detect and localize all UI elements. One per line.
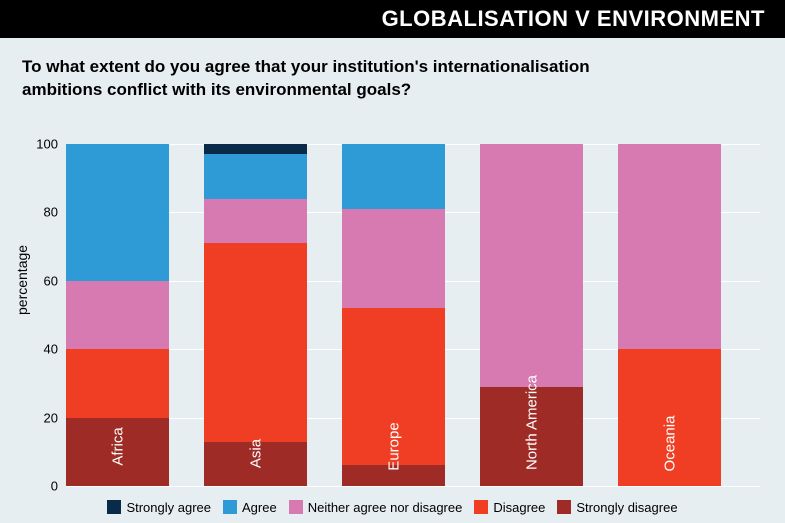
gridline [66,486,760,487]
segment-neither [66,281,169,349]
bar: Asia [204,144,307,486]
legend-item-neither: Neither agree nor disagree [289,500,463,515]
bar: North America [480,144,583,486]
chart-area: To what extent do you agree that your in… [0,38,785,523]
chart-container: GLOBALISATION V ENVIRONMENT To what exte… [0,0,785,523]
chart-subtitle: To what extent do you agree that your in… [0,38,785,108]
legend-item-agree: Agree [223,500,277,515]
plot-area: 020406080100AfricaAsiaEuropeNorth Americ… [66,144,760,486]
ytick-label: 20 [44,410,58,425]
ytick-label: 40 [44,342,58,357]
legend-item-strongly_agree: Strongly agree [107,500,211,515]
ytick-label: 0 [51,479,58,494]
legend-swatch [474,500,488,514]
bar-label: Asia [247,439,264,468]
ytick-label: 100 [36,137,58,152]
legend-label: Strongly agree [126,500,211,515]
subtitle-line2: ambitions conflict with its environmenta… [22,80,411,99]
legend-swatch [223,500,237,514]
segment-agree [342,144,445,209]
bar: Africa [66,144,169,486]
bar-label: Oceania [661,415,678,471]
legend-item-strongly_disagree: Strongly disagree [557,500,677,515]
bar-label: North America [523,374,540,469]
segment-disagree [66,349,169,417]
legend-swatch [557,500,571,514]
segment-agree [66,144,169,281]
bar-label: Europe [385,422,402,470]
ytick-label: 60 [44,273,58,288]
subtitle-line1: To what extent do you agree that your in… [22,57,590,76]
legend-label: Agree [242,500,277,515]
legend-swatch [107,500,121,514]
segment-agree [204,154,307,198]
bar: Europe [342,144,445,486]
header-title: GLOBALISATION V ENVIRONMENT [382,6,765,32]
segment-neither [480,144,583,387]
segment-disagree [204,243,307,441]
legend-swatch [289,500,303,514]
legend-label: Strongly disagree [576,500,677,515]
legend-label: Neither agree nor disagree [308,500,463,515]
bar-label: Africa [109,427,126,465]
legend: Strongly agree Agree Neither agree nor dis… [0,500,785,518]
segment-strongly_agree [204,144,307,154]
legend-label: Disagree [493,500,545,515]
y-axis-label: percentage [14,245,30,315]
bar: Oceania [618,144,721,486]
segment-neither [342,209,445,308]
ytick-label: 80 [44,205,58,220]
legend-item-disagree: Disagree [474,500,545,515]
segment-neither [204,199,307,243]
segment-neither [618,144,721,349]
header-bar: GLOBALISATION V ENVIRONMENT [0,0,785,38]
